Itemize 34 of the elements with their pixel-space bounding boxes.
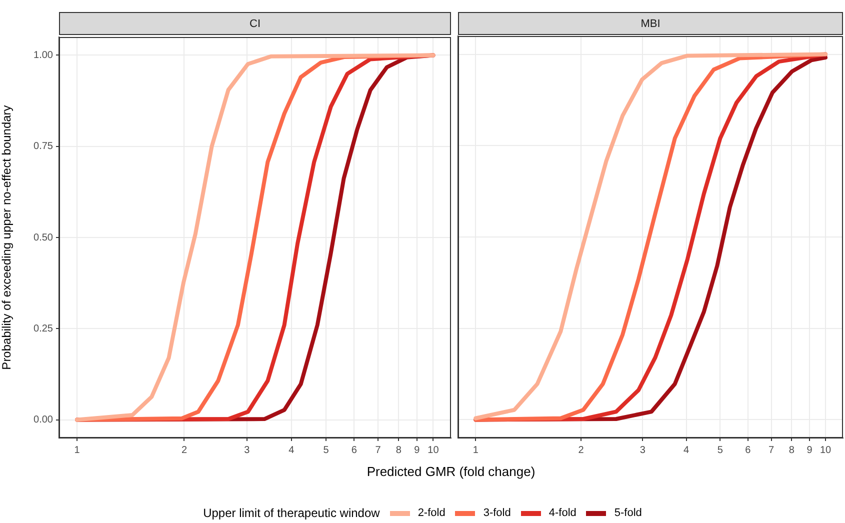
x-tick-label: 5 — [323, 444, 330, 456]
x-tick-label: 7 — [375, 444, 382, 456]
y-axis-title: Probability of exceeding upper no-effect boundary — [0, 105, 14, 370]
x-tick-label: 5 — [717, 444, 724, 456]
legend-title: Upper limit of therapeutic window — [203, 506, 380, 520]
y-tick-label: 0.00 — [34, 414, 54, 426]
x-tick-label: 3 — [640, 444, 646, 456]
x-tick-label: 8 — [396, 444, 402, 456]
y-tick-label: 1.00 — [34, 50, 54, 61]
y-tick-label: 0.25 — [34, 323, 54, 334]
x-tick-label: 2 — [578, 444, 584, 456]
legend-label: 3-fold — [483, 507, 511, 519]
x-axis-title: Predicted GMR (fold change) — [366, 464, 536, 479]
y-tick-label: 0.75 — [34, 141, 54, 152]
chart-title: MBI — [458, 12, 843, 35]
legend-label: 4-fold — [548, 507, 576, 519]
x-tick-label: 10 — [820, 444, 832, 456]
x-tick-label: 7 — [768, 444, 775, 456]
chart-title: CI — [59, 12, 451, 35]
x-tick-label: 9 — [414, 444, 420, 456]
x-tick-label: 4 — [288, 444, 295, 456]
legend-label: 2-fold — [418, 507, 446, 519]
x-tick-label: 2 — [181, 444, 188, 456]
x-tick-label: 6 — [745, 444, 752, 456]
x-tick-label: 4 — [684, 444, 690, 456]
x-tick-label: 3 — [244, 444, 250, 456]
x-tick-label: 8 — [788, 444, 795, 456]
x-tick-label: 1 — [74, 444, 80, 456]
x-tick-label: 6 — [351, 444, 358, 456]
y-tick-label: 0.50 — [34, 232, 54, 244]
x-tick-label: 1 — [472, 444, 479, 456]
x-tick-label: 9 — [806, 444, 813, 456]
legend-label: 5-fold — [614, 507, 642, 519]
x-tick-label: 10 — [428, 444, 440, 456]
